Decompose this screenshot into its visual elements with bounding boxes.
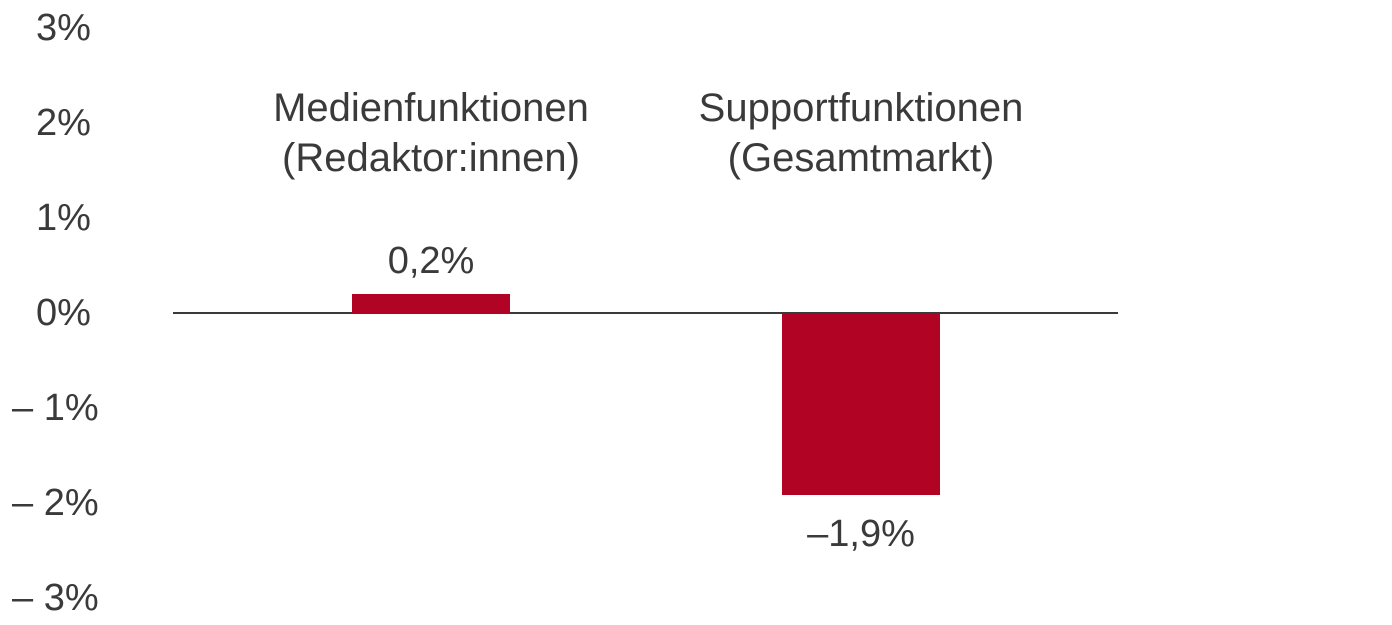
y-tick-2: 2%: [36, 102, 91, 144]
category-label-line1: Supportfunktionen: [698, 86, 1024, 130]
category-label-line2: (Gesamtmarkt): [727, 136, 995, 180]
value-label-medienfunktionen: 0,2%: [387, 240, 475, 282]
category-label-supportfunktionen: Supportfunktionen (Gesamtmarkt): [601, 83, 1121, 183]
y-tick-0: 0%: [36, 292, 91, 334]
bar-medienfunktionen: [352, 294, 510, 313]
y-tick-neg3: – 3%: [12, 577, 99, 619]
y-tick-3: 3%: [36, 7, 91, 49]
category-label-medienfunktionen: Medienfunktionen (Redaktor:innen): [171, 83, 691, 183]
category-label-line1: Medienfunktionen: [273, 86, 589, 130]
y-tick-neg1: – 1%: [12, 387, 99, 429]
y-tick-1: 1%: [36, 197, 91, 239]
y-tick-neg2: – 2%: [12, 482, 99, 524]
category-label-line2: (Redaktor:innen): [282, 136, 580, 180]
value-label-supportfunktionen: –1,9%: [807, 513, 915, 555]
zero-axis-line: [173, 312, 1118, 314]
bar-supportfunktionen: [782, 314, 940, 495]
